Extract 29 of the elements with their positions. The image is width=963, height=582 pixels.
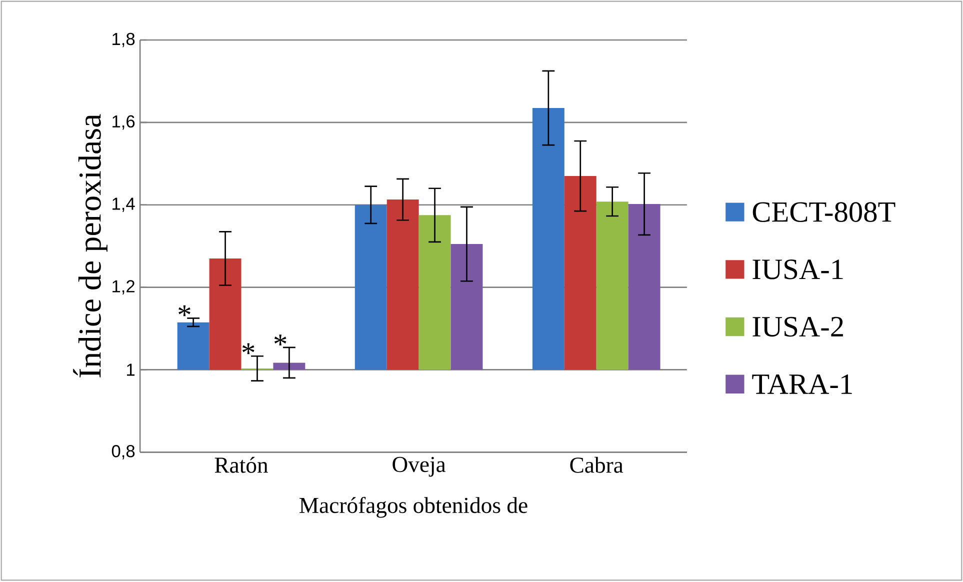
legend-label: IUSA-2 <box>752 317 843 337</box>
y-tick-label: 1,2 <box>112 280 134 295</box>
y-tick-label: 1,8 <box>112 33 135 48</box>
data-label: * <box>242 344 254 354</box>
x-axis-title: Macrófagos obtenidos de <box>300 497 528 518</box>
bar <box>386 200 419 370</box>
legend-label: TARA-1 <box>752 374 852 394</box>
bar <box>564 176 596 370</box>
bar <box>177 322 210 370</box>
data-label: * <box>274 334 286 346</box>
bar <box>450 244 483 370</box>
y-tick-label: 1,4 <box>112 198 135 212</box>
bar <box>209 258 242 370</box>
bar <box>354 205 387 370</box>
x-tick-label: Ratón <box>214 457 268 474</box>
x-tick-label: Oveja <box>392 457 446 477</box>
x-tick-label: Cabra <box>570 457 624 474</box>
legend-label: CECT-808T <box>752 202 896 222</box>
y-tick-label: 1,6 <box>112 116 135 130</box>
bar <box>418 215 451 370</box>
bar <box>596 202 628 370</box>
y-axis-title: Índice de peroxidasa <box>73 114 108 378</box>
bar <box>628 204 660 370</box>
data-label: * <box>178 306 190 316</box>
bar <box>273 362 306 370</box>
y-tick-label: 1 <box>127 364 135 376</box>
bar <box>532 108 564 370</box>
y-tick-label: 0,8 <box>112 445 135 460</box>
legend-label: IUSA-1 <box>752 260 843 280</box>
